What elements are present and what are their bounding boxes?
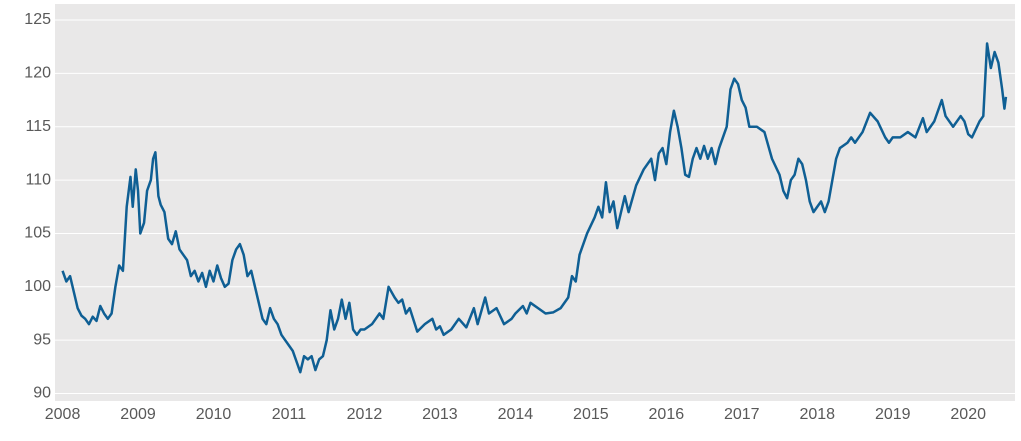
x-tick-label: 2016: [649, 406, 685, 423]
plot-area: [55, 4, 1015, 401]
y-tick-label: 120: [24, 65, 51, 82]
x-tick-label: 2019: [875, 406, 911, 423]
line: [61, 42, 1008, 374]
x-tick-label: 2014: [498, 406, 534, 423]
y-tick-label: 115: [25, 118, 51, 135]
y-tick-label: 100: [24, 278, 51, 295]
x-tick-label: 2013: [422, 406, 458, 423]
y-tick-label: 110: [25, 171, 51, 188]
x-tick-label: 2009: [120, 406, 156, 423]
x-tick-label: 2010: [196, 406, 232, 423]
x-tick-label: 2017: [724, 406, 760, 423]
x-tick-label: 2011: [272, 406, 307, 423]
x-tick-label: 2015: [573, 406, 609, 423]
x-tick-label: 2008: [45, 406, 81, 423]
x-tick-label: 2020: [950, 406, 986, 423]
y-tick-label: 125: [24, 11, 51, 28]
x-tick-label: 2018: [799, 406, 835, 423]
y-tick-label: 90: [33, 385, 51, 402]
x-tick-label: 2012: [347, 406, 383, 423]
y-tick-label: 105: [24, 225, 51, 242]
y-tick-label: 95: [33, 331, 51, 348]
